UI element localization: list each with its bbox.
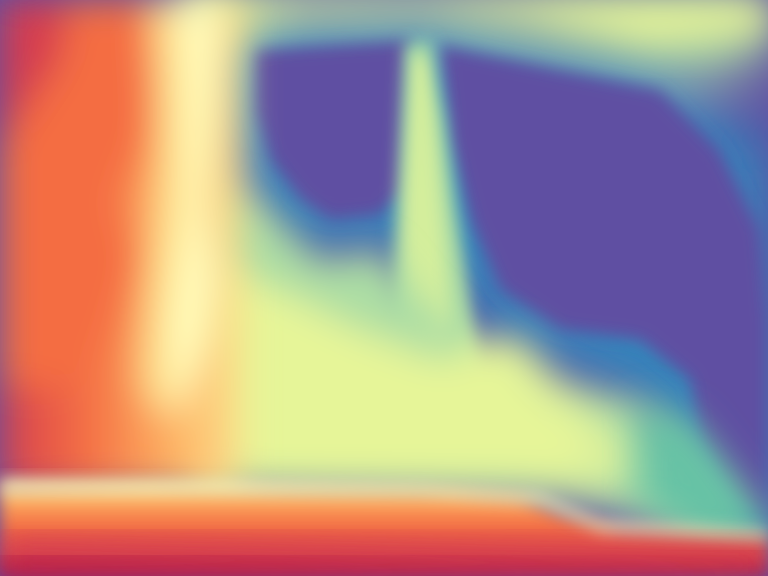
deep-region [255, 40, 768, 520]
right-lower-region [640, 400, 768, 545]
floor-edge [0, 480, 768, 538]
left-wall [0, 0, 240, 490]
floor [0, 486, 768, 576]
top-band [180, 0, 768, 60]
canopy-mass [180, 180, 740, 530]
